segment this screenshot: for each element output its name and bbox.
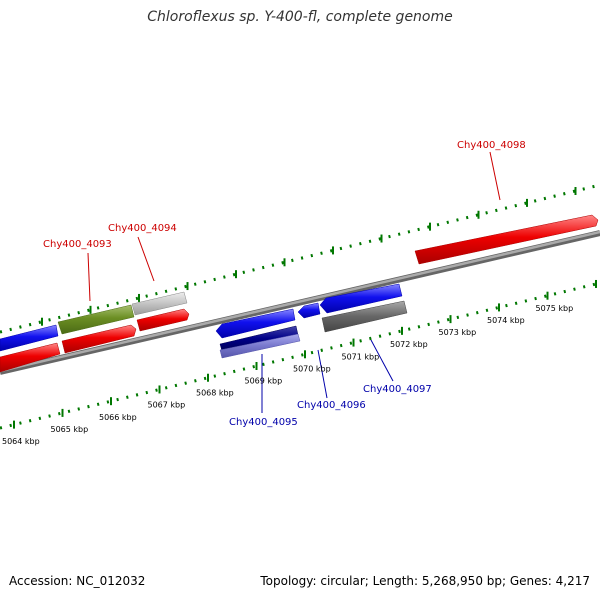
label-chy400-4094[interactable]: Chy400_4094 — [108, 223, 177, 234]
gene-chy400-4098[interactable] — [414, 214, 599, 265]
gene-chy400-4097[interactable] — [321, 300, 408, 333]
scale-label: 5069 kbp — [245, 377, 283, 386]
scale-label: 5071 kbp — [342, 352, 380, 361]
label-chy400-4095[interactable]: Chy400_4095 — [229, 417, 298, 428]
gene-chy400-4094[interactable] — [131, 291, 188, 316]
genome-backbone — [0, 230, 600, 375]
gene-blue-left-forward[interactable] — [0, 324, 59, 352]
gene-red-mid-lower[interactable] — [61, 324, 137, 354]
scale-label: 5067 kbp — [148, 401, 186, 410]
scale-label: 5072 kbp — [390, 340, 428, 349]
gene-chy400-4093[interactable] — [57, 304, 135, 335]
scale-label: 5066 kbp — [99, 413, 137, 422]
scale-label: 5075 kbp — [536, 304, 574, 313]
label-chy400-4096[interactable]: Chy400_4096 — [297, 400, 366, 411]
label-chy400-4097[interactable]: Chy400_4097 — [363, 384, 432, 395]
scale-label: 5073 kbp — [439, 328, 477, 337]
gene-blue-reverse-b[interactable] — [297, 302, 321, 319]
scale-label: 5065 kbp — [51, 425, 89, 434]
major-ticks — [13, 187, 597, 429]
scale-label: 5064 kbp — [2, 437, 40, 446]
label-chy400-4093[interactable]: Chy400_4093 — [43, 239, 112, 250]
gene-blue-reverse-a[interactable] — [215, 308, 296, 339]
scale-labels: 5064 kbp 5065 kbp 5066 kbp 5067 kbp 5068 kbp… — [2, 304, 573, 446]
scale-label: 5070 kbp — [293, 364, 331, 373]
accession-label: Accession: NC_012032 — [9, 574, 146, 588]
label-chy400-4098[interactable]: Chy400_4098 — [457, 140, 526, 151]
gene-red-right-lower[interactable] — [136, 308, 190, 332]
label-connectors — [87, 151, 501, 413]
gene-chy400-4097-upper[interactable] — [319, 283, 403, 314]
gene-chy400-4095-rna[interactable] — [219, 333, 301, 359]
genome-stats-label: Topology: circular; Length: 5,268,950 bp… — [260, 574, 590, 588]
scale-label: 5074 kbp — [487, 316, 525, 325]
map-title: Chloroflexus sp. Y-400-fl, complete geno… — [147, 9, 453, 25]
scale-label: 5068 kbp — [196, 389, 234, 398]
gene-red-left-lower[interactable] — [0, 342, 61, 373]
gene-labels: Chy400_4093 Chy400_4094 Chy400_4098 Chy4… — [43, 140, 526, 428]
